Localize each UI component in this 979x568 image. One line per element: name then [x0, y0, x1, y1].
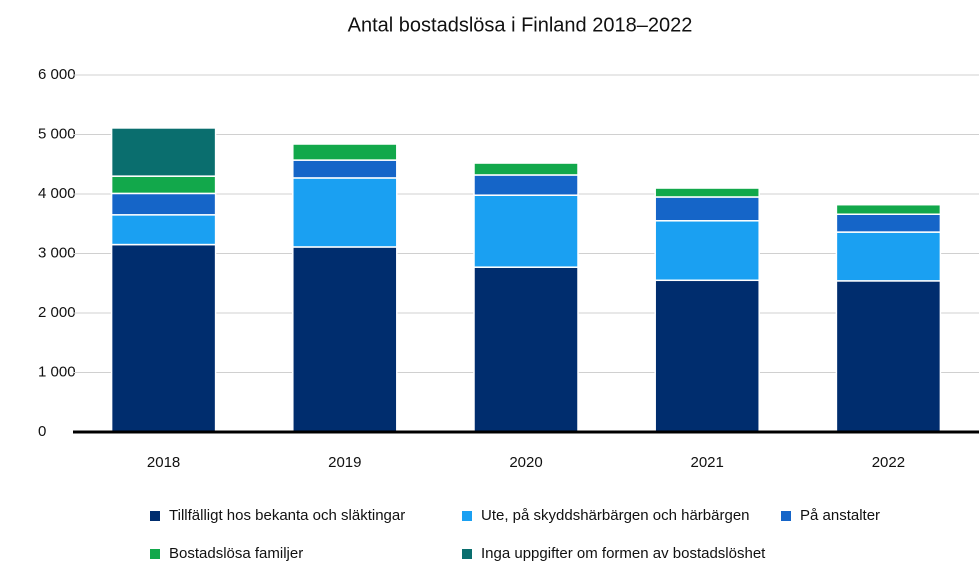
bar-segment [654, 279, 760, 433]
bar-segment [110, 214, 217, 246]
x-tick-label: 2021 [691, 454, 724, 471]
legend-swatch [150, 511, 160, 521]
bar-segment [835, 280, 942, 433]
bar-segment [654, 196, 760, 222]
bar-segment [654, 220, 760, 282]
legend-swatch [781, 511, 791, 521]
bar-segment [835, 231, 942, 282]
bar-segment [473, 266, 579, 433]
bar-segment [110, 243, 217, 433]
bar-segment [110, 192, 217, 216]
chart-title: Antal bostadslösa i Finland 2018–2022 [348, 14, 693, 36]
bar-segment [473, 162, 579, 176]
y-tick-label: 3 000 [38, 244, 76, 261]
legend-label: Inga uppgifter om formen av bostadslöshe… [481, 545, 766, 562]
bar-segment [292, 143, 398, 161]
legend-label: Bostadslösa familjer [169, 545, 303, 562]
y-tick-label: 1 000 [38, 363, 76, 380]
bar-segment [473, 194, 579, 268]
y-tick-label: 5 000 [38, 125, 76, 142]
bar-segment [292, 246, 398, 433]
bar-segment [292, 177, 398, 248]
legend-label: På anstalter [800, 507, 880, 524]
x-tick-label: 2019 [328, 454, 361, 471]
legend-label: Ute, på skyddshärbärgen och härbärgen [481, 507, 750, 524]
legend-swatch [150, 549, 160, 559]
bar-segment [473, 174, 579, 196]
bar-segment [110, 127, 217, 177]
x-tick-label: 2018 [147, 454, 180, 471]
bar-segment [835, 213, 942, 233]
bar-segment [835, 203, 942, 215]
legend-swatch [462, 549, 472, 559]
y-tick-label: 0 [38, 423, 46, 440]
y-tick-label: 4 000 [38, 185, 76, 202]
bar-segment [110, 175, 217, 195]
bar-segment [292, 159, 398, 179]
x-tick-label: 2020 [509, 454, 542, 471]
y-tick-label: 6 000 [38, 66, 76, 83]
bar-segment [654, 187, 760, 198]
legend-label: Tillfälligt hos bekanta och släktingar [169, 507, 405, 524]
legend-swatch [462, 511, 472, 521]
y-tick-label: 2 000 [38, 304, 76, 321]
x-tick-label: 2022 [872, 454, 905, 471]
